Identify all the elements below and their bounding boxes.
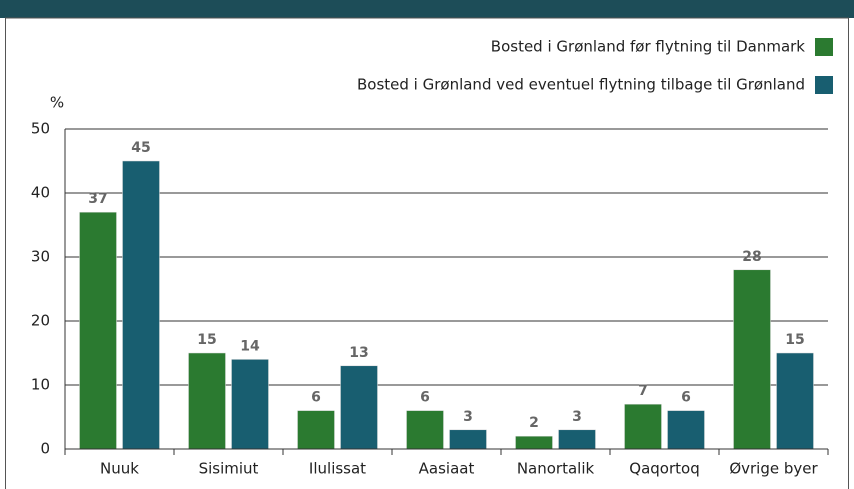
legend-label: Bosted i Grønland ved eventuel flytning … — [357, 76, 805, 94]
bar — [79, 211, 117, 450]
value-label: 3 — [572, 409, 582, 425]
x-tick-label: Nuuk — [100, 460, 139, 478]
x-tick-label: Sisimiut — [199, 460, 259, 478]
bar — [558, 429, 596, 450]
x-tick-label: Ilulissat — [309, 460, 366, 478]
y-tick-label: 30 — [31, 248, 50, 266]
y-tick-label: 0 — [40, 440, 50, 458]
title-bar — [0, 0, 854, 18]
bar — [297, 410, 335, 450]
value-label: 6 — [420, 390, 430, 406]
bar — [515, 435, 553, 450]
value-label: 15 — [785, 332, 804, 348]
value-label: 3 — [463, 409, 473, 425]
x-tick-label: Qaqortoq — [629, 460, 699, 478]
value-label: 37 — [88, 191, 107, 207]
bar — [340, 365, 378, 450]
bar — [624, 403, 662, 450]
x-tick-label: Nanortalik — [517, 460, 595, 478]
y-tick-label: 40 — [31, 184, 50, 202]
y-unit: % — [50, 94, 64, 112]
value-label: 2 — [529, 415, 539, 431]
value-label: 28 — [742, 249, 761, 265]
y-tick-label: 20 — [31, 312, 50, 330]
bar — [231, 359, 269, 450]
bar — [449, 429, 487, 450]
value-label: 15 — [197, 332, 216, 348]
legend-swatch — [815, 76, 833, 94]
bar — [667, 410, 705, 450]
value-label: 13 — [349, 345, 368, 361]
bar — [776, 352, 814, 450]
legend-label: Bosted i Grønland før flytning til Danma… — [491, 38, 806, 56]
y-tick-label: 10 — [31, 376, 50, 394]
bar — [188, 352, 226, 450]
value-label: 14 — [240, 338, 260, 354]
value-label: 7 — [638, 383, 648, 399]
x-tick-label: Øvrige byer — [729, 460, 818, 478]
frame — [5, 17, 849, 489]
y-tick-label: 50 — [31, 120, 50, 138]
x-tick-label: Aasiaat — [419, 460, 475, 478]
bar — [122, 160, 160, 450]
legend-swatch — [815, 38, 833, 56]
value-label: 45 — [131, 140, 150, 156]
value-label: 6 — [311, 390, 321, 406]
bar — [733, 269, 771, 450]
bar — [406, 410, 444, 450]
value-label: 6 — [681, 390, 691, 406]
